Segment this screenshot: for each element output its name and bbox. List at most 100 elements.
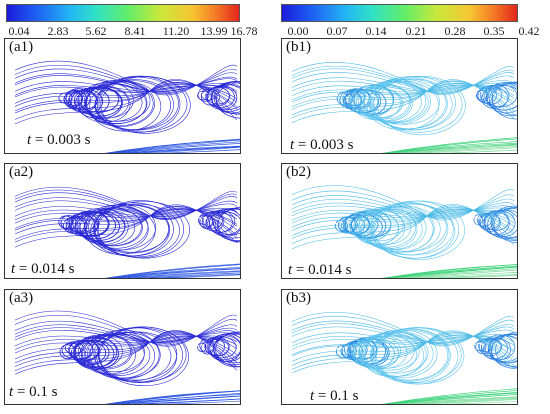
streamlines-plot [14, 310, 240, 404]
streamline [75, 334, 123, 369]
streamlines-plot [14, 186, 240, 278]
streamline [14, 334, 238, 360]
streamline [376, 327, 465, 385]
streamline [371, 200, 460, 259]
panel-b2: (b2) t = 0.014 s [281, 163, 518, 279]
streamline [111, 393, 240, 404]
streamline [351, 210, 392, 238]
streamline [363, 204, 435, 253]
streamline [354, 338, 400, 370]
streamline [160, 400, 240, 404]
streamline [415, 399, 517, 404]
streamline [291, 210, 515, 224]
streamline [403, 272, 517, 278]
streamline [474, 341, 487, 352]
streamline [96, 200, 184, 258]
tick-label: 0.07 [326, 24, 348, 38]
streamline [14, 84, 238, 104]
streamline [388, 266, 517, 278]
streamline [126, 146, 240, 153]
streamline [376, 75, 466, 136]
streamline [14, 209, 238, 224]
streamline [14, 324, 238, 344]
streamline [93, 202, 174, 257]
streamline [391, 268, 517, 278]
streamline [291, 202, 515, 217]
streamline [14, 84, 238, 98]
streamline [14, 209, 238, 229]
tick-label: 0.42 [518, 24, 540, 38]
streamline [119, 395, 240, 404]
streamline [291, 84, 515, 101]
streamline [84, 332, 145, 373]
streamline [64, 341, 84, 355]
streamline [483, 210, 510, 231]
streamline [482, 211, 510, 235]
panel-label: (a3) [9, 290, 34, 306]
streamline [355, 84, 412, 122]
panel-b1: (b1) t = 0.003 s [281, 38, 518, 154]
colorbar-velocity-b [281, 4, 518, 22]
streamline [212, 208, 240, 236]
streamline [495, 331, 517, 368]
streamline [491, 81, 517, 116]
time-label: t = 0.014 s [288, 262, 352, 278]
panel-a2: (a2) t = 0.014 s [4, 163, 241, 279]
streamline [198, 215, 209, 225]
time-label: t = 0.003 s [290, 137, 354, 153]
streamline [437, 149, 517, 153]
streamline [418, 274, 517, 278]
streamlines-plot [291, 62, 517, 153]
streamline [217, 206, 240, 242]
streamline [439, 274, 517, 278]
panel-label: (b2) [286, 164, 311, 180]
time-label: t = 0.1 s [9, 384, 58, 400]
streamline [478, 337, 502, 357]
streamline [404, 398, 517, 404]
streamline [370, 76, 456, 131]
streamline [336, 91, 354, 106]
streamline [209, 333, 240, 362]
streamline [111, 142, 240, 153]
time-label: t = 0.014 s [11, 261, 75, 277]
streamline [291, 83, 515, 107]
streamline [14, 79, 238, 125]
streamline [490, 205, 517, 241]
streamline [201, 211, 225, 232]
streamline [98, 326, 187, 383]
time-label: t = 0.1 s [310, 388, 359, 404]
streamline [349, 209, 392, 241]
streamline [115, 145, 240, 153]
streamline [374, 200, 465, 260]
streamline [396, 397, 517, 404]
streamline [368, 79, 440, 125]
panel-b3: (b3) t = 0.1 s [281, 289, 518, 405]
streamline [88, 204, 157, 251]
streamline [14, 81, 238, 92]
streamline [99, 326, 189, 387]
streamline [413, 147, 517, 153]
time-label: t = 0.003 s [27, 132, 91, 148]
streamline [14, 84, 238, 96]
streamline [488, 335, 517, 364]
streamline [355, 209, 405, 246]
streamline [84, 204, 149, 249]
streamline [14, 83, 238, 107]
streamline [491, 334, 517, 369]
streamline [119, 271, 240, 278]
streamline [360, 331, 427, 377]
streamline [373, 327, 462, 383]
streamline [402, 146, 517, 153]
streamline [215, 81, 240, 115]
streamline [140, 273, 240, 278]
streamline [14, 327, 238, 343]
streamline [109, 141, 240, 153]
streamline [14, 330, 238, 343]
streamline [197, 90, 210, 101]
tick-label: 16.78 [230, 24, 258, 38]
streamline [215, 331, 240, 367]
streamline [111, 268, 240, 278]
streamline [291, 326, 515, 343]
streamline [82, 334, 145, 375]
streamline [14, 75, 238, 92]
